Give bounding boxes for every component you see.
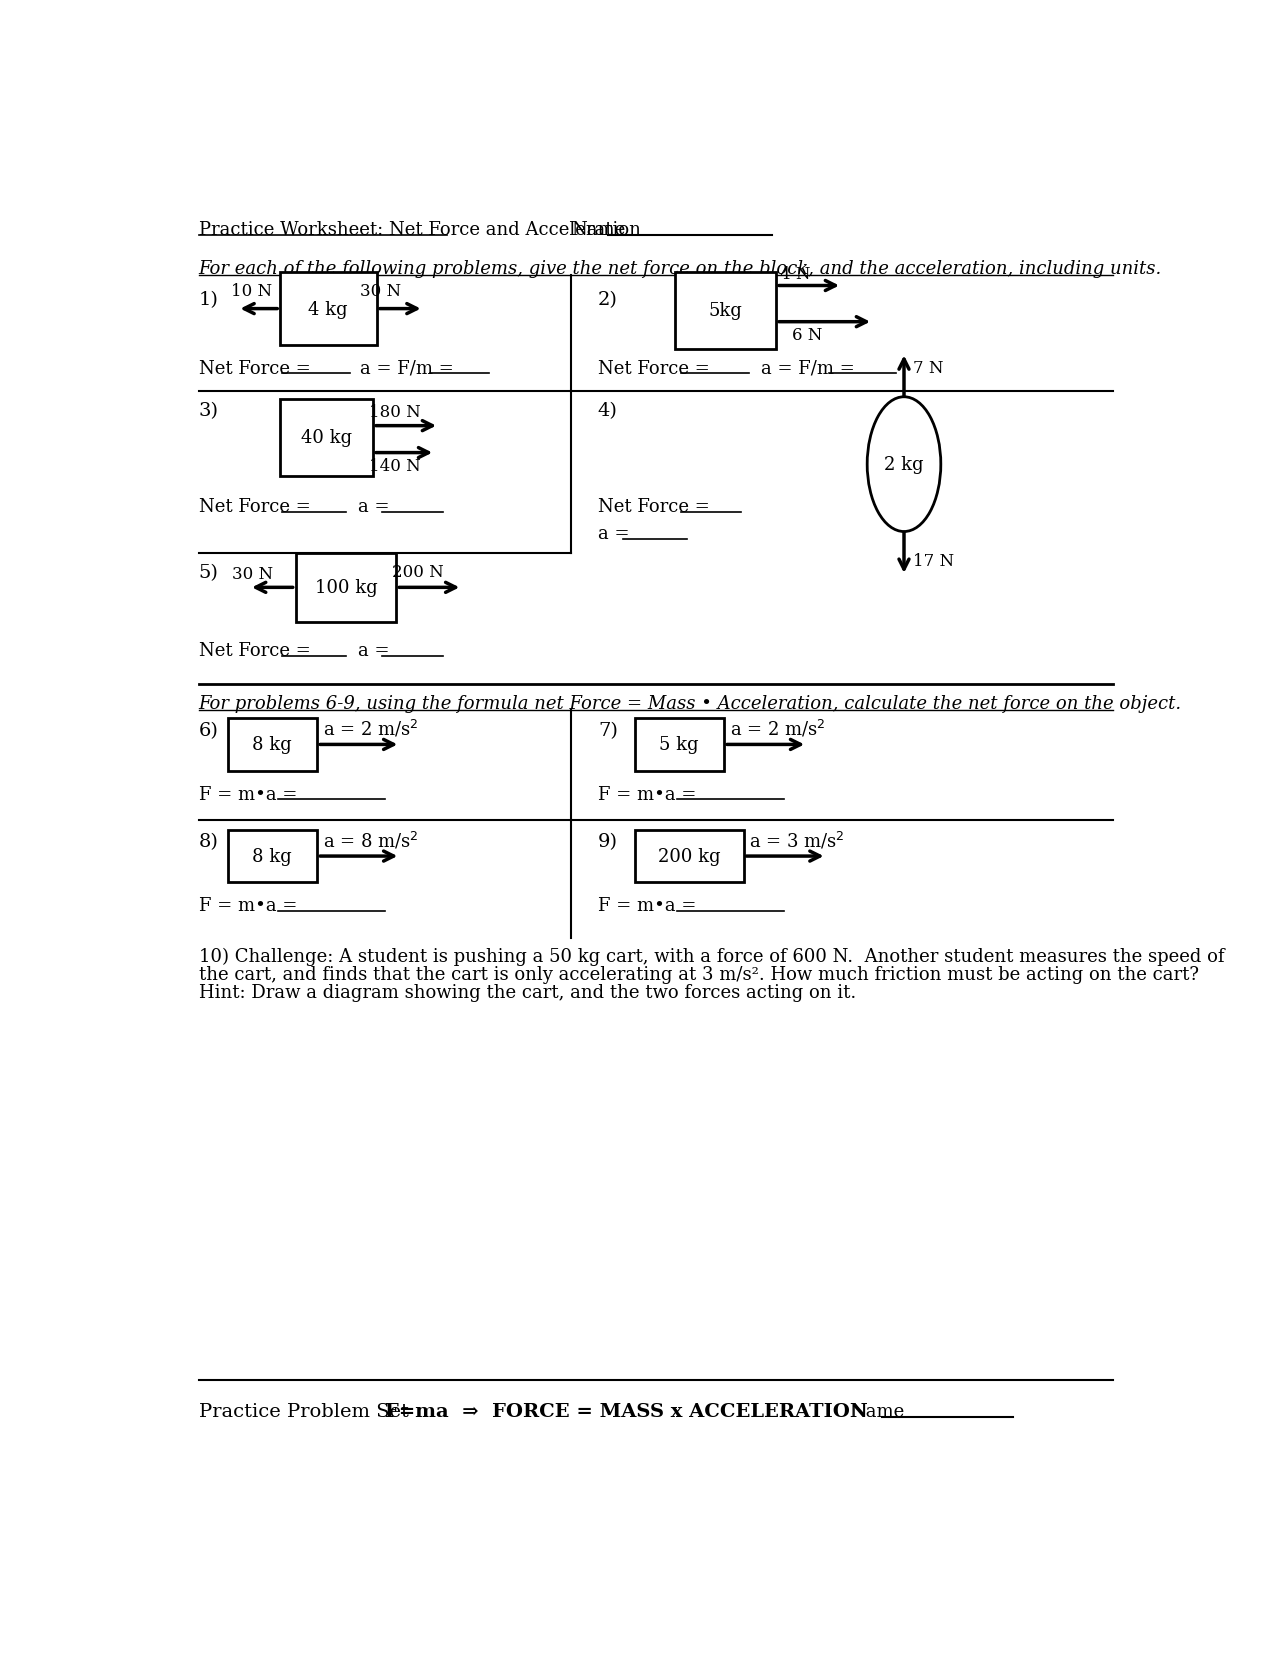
- Text: a = 2 m/s$^2$: a = 2 m/s$^2$: [730, 718, 826, 740]
- Text: 4 kg: 4 kg: [308, 301, 348, 318]
- Text: Net Force =: Net Force =: [198, 498, 316, 516]
- Text: F = m•a =: F = m•a =: [198, 784, 303, 803]
- Text: 17 N: 17 N: [914, 553, 955, 569]
- Text: 10 N: 10 N: [232, 283, 273, 300]
- Text: 5kg: 5kg: [709, 301, 742, 319]
- Text: Net Force =: Net Force =: [198, 642, 316, 660]
- Text: 9): 9): [598, 832, 618, 851]
- Text: 7 N: 7 N: [914, 361, 943, 377]
- Text: a = F/m =: a = F/m =: [760, 359, 860, 377]
- Bar: [228, 718, 317, 771]
- Text: a = 3 m/s$^2$: a = 3 m/s$^2$: [749, 829, 845, 851]
- Text: 3): 3): [198, 402, 219, 420]
- Bar: [280, 399, 374, 477]
- Text: a =: a =: [357, 642, 394, 660]
- Text: a = 8 m/s$^2$: a = 8 m/s$^2$: [323, 829, 419, 851]
- Text: 140 N: 140 N: [369, 458, 421, 475]
- Text: 8 kg: 8 kg: [252, 736, 292, 755]
- Text: 180 N: 180 N: [369, 404, 421, 420]
- Text: Net Force =: Net Force =: [598, 359, 716, 377]
- Text: a = 2 m/s$^2$: a = 2 m/s$^2$: [323, 718, 419, 740]
- Text: Hint: Draw a diagram showing the cart, and the two forces acting on it.: Hint: Draw a diagram showing the cart, a…: [198, 983, 856, 1001]
- Text: 10) Challenge: A student is pushing a 50 kg cart, with a force of 600 N.  Anothe: 10) Challenge: A student is pushing a 50…: [198, 947, 1224, 965]
- Bar: [635, 831, 744, 882]
- Text: Name: Name: [571, 222, 625, 238]
- Text: 5): 5): [198, 564, 219, 581]
- Text: 7): 7): [598, 722, 618, 740]
- Bar: [280, 273, 378, 346]
- Text: a =: a =: [357, 498, 394, 516]
- Text: 8): 8): [198, 832, 219, 851]
- Text: For each of the following problems, give the net force on the block, and the acc: For each of the following problems, give…: [198, 260, 1162, 278]
- Bar: [228, 831, 317, 882]
- Text: 30 N: 30 N: [232, 566, 273, 583]
- Ellipse shape: [867, 397, 941, 533]
- Text: 40 kg: 40 kg: [301, 429, 352, 447]
- Text: a =: a =: [598, 525, 635, 543]
- Bar: [676, 273, 776, 349]
- Bar: [635, 718, 724, 771]
- Text: 2 kg: 2 kg: [884, 455, 924, 473]
- Text: 4 N: 4 N: [780, 265, 810, 283]
- Text: 2): 2): [598, 290, 618, 308]
- Text: 4): 4): [598, 402, 618, 420]
- Text: F = m•a =: F = m•a =: [198, 897, 303, 915]
- Text: Net Force =: Net Force =: [198, 359, 316, 377]
- Text: 100 kg: 100 kg: [315, 579, 378, 597]
- Text: the cart, and finds that the cart is only accelerating at 3 m/s². How much frict: the cart, and finds that the cart is onl…: [198, 965, 1199, 983]
- Text: 5 kg: 5 kg: [659, 736, 699, 755]
- Text: 6 N: 6 N: [791, 328, 822, 344]
- Text: For problems 6-9, using the formula net Force = Mass • Acceleration, calculate t: For problems 6-9, using the formula net …: [198, 695, 1181, 712]
- Text: a = F/m =: a = F/m =: [360, 359, 460, 377]
- Text: Practice Worksheet: Net Force and Acceleration: Practice Worksheet: Net Force and Accele…: [198, 222, 640, 238]
- Text: Practice Problem Set: Practice Problem Set: [198, 1402, 408, 1420]
- Text: Name: Name: [850, 1402, 904, 1420]
- Text: F = m•a =: F = m•a =: [598, 784, 701, 803]
- Text: 200 kg: 200 kg: [658, 847, 721, 866]
- Text: Net Force =: Net Force =: [598, 498, 716, 516]
- Text: F = m•a =: F = m•a =: [598, 897, 701, 915]
- Text: 30 N: 30 N: [360, 283, 401, 300]
- Text: 6): 6): [198, 722, 219, 740]
- Bar: [296, 553, 397, 622]
- Text: 8 kg: 8 kg: [252, 847, 292, 866]
- Text: F=ma  ⇒  FORCE = MASS x ACCELERATION: F=ma ⇒ FORCE = MASS x ACCELERATION: [385, 1402, 868, 1420]
- Text: 200 N: 200 N: [393, 564, 444, 581]
- Text: 1): 1): [198, 290, 219, 308]
